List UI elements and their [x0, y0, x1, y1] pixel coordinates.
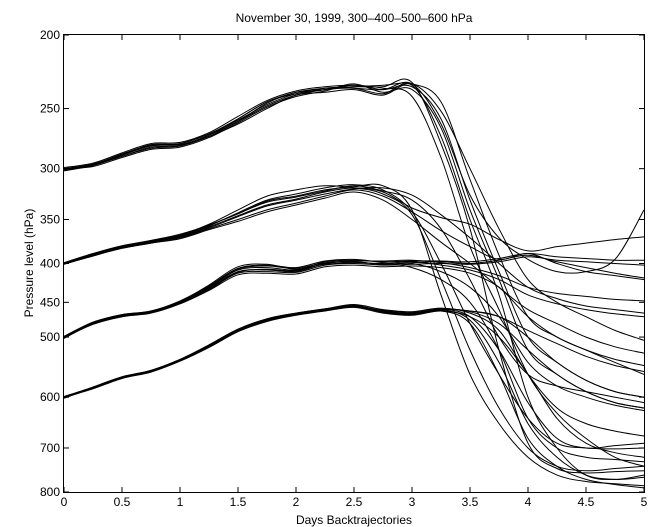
y-axis: 200 250 300 350 400 450 500 600 700 800 [40, 28, 644, 499]
y-axis-title: Pressure level (hPa) [22, 209, 36, 318]
x-tick-label: 3.5 [462, 495, 479, 509]
trajectory-line [63, 306, 645, 399]
trajectory-line [63, 189, 645, 281]
trajectory-line [63, 81, 645, 274]
trajectory-line [63, 184, 645, 450]
chart-title: November 30, 1999, 300–400–500–600 hPa [236, 11, 473, 25]
trajectory-lines [63, 78, 645, 489]
trajectory-line [63, 305, 645, 489]
trajectory-line [63, 261, 645, 339]
y-tick-label: 450 [40, 295, 60, 309]
x-tick-label: 4.5 [578, 495, 595, 509]
trajectory-line [63, 256, 645, 339]
y-tick-label: 800 [40, 485, 60, 499]
trajectory-line [63, 252, 645, 338]
y-tick-label: 350 [40, 212, 60, 226]
trajectory-line [63, 304, 645, 409]
trajectory-line [63, 258, 645, 463]
x-axis: 0 0.5 1 1.5 2 2.5 3 3.5 4 4.5 5 [61, 35, 648, 509]
trajectory-line [63, 84, 645, 398]
x-tick-label: 5 [641, 495, 648, 509]
trajectory-line [63, 84, 645, 467]
y-tick-label: 600 [40, 390, 60, 404]
trajectory-line [63, 186, 645, 314]
trajectory-line [63, 306, 645, 458]
trajectory-line [63, 83, 645, 341]
trajectory-line [63, 187, 645, 264]
x-axis-title: Days Backtrajectories [296, 513, 412, 527]
x-tick-label: 2 [293, 495, 300, 509]
x-tick-label: 1 [177, 495, 184, 509]
y-tick-label: 400 [40, 257, 60, 271]
plot-frame [63, 34, 645, 493]
trajectory-line [63, 185, 645, 472]
trajectory-line [63, 82, 645, 375]
trajectory-line [63, 305, 645, 398]
y-tick-label: 300 [40, 162, 60, 176]
x-tick-label: 0.5 [114, 495, 131, 509]
x-tick-label: 2.5 [346, 495, 363, 509]
y-tick-label: 700 [40, 441, 60, 455]
y-tick-label: 250 [40, 102, 60, 116]
trajectory-line [63, 264, 645, 366]
trajectory-line [63, 83, 645, 409]
trajectory-line [63, 183, 645, 487]
trajectory-line [63, 83, 645, 480]
x-tick-label: 1.5 [230, 495, 247, 509]
x-tick-label: 3 [409, 495, 416, 509]
y-tick-label: 500 [40, 330, 60, 344]
trajectory-line [63, 191, 645, 354]
trajectory-line [63, 306, 645, 480]
x-tick-label: 4 [525, 495, 532, 509]
trajectory-line [63, 254, 645, 338]
trajectory-line [63, 305, 645, 449]
x-tick-label: 0 [61, 495, 68, 509]
trajectory-line [63, 185, 645, 404]
y-tick-label: 200 [40, 28, 60, 42]
trajectory-line [63, 261, 645, 412]
